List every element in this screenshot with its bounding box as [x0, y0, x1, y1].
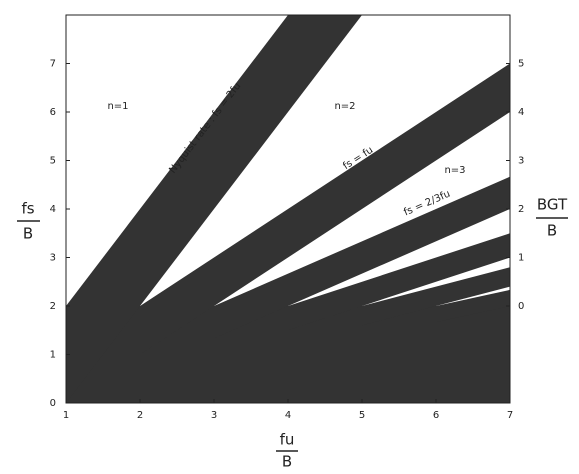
x-tick-label: 1 [63, 410, 69, 421]
y-label-numerator: fs [21, 200, 34, 218]
y2-tick-label: 0 [518, 301, 524, 312]
forbidden-region [214, 176, 510, 339]
y-tick-label: 6 [50, 107, 56, 118]
x-tick-label: 5 [359, 410, 365, 421]
x-tick-label: 4 [285, 410, 291, 421]
y2-tick-label: 3 [518, 156, 524, 167]
y-tick-label: 2 [50, 301, 56, 312]
y2-label-numerator: BGT [537, 196, 568, 214]
y-tick-label: 5 [50, 156, 56, 167]
forbidden-region [436, 289, 510, 323]
x-tick-label: 7 [507, 410, 513, 421]
y-tick-label: 4 [50, 204, 56, 215]
y-label-denominator: B [23, 225, 33, 243]
y2-tick-label: 1 [518, 253, 524, 264]
y2-tick-label: 4 [518, 107, 524, 118]
annotation: n=1 [107, 101, 128, 112]
annotation: n=3 [444, 165, 465, 176]
x-tick-label: 6 [433, 410, 439, 421]
x-label-numerator: fu [280, 431, 295, 449]
forbidden-region [140, 63, 510, 355]
annotation: n=2 [334, 101, 355, 112]
y2-label-denominator: B [547, 222, 557, 240]
y-tick-label: 3 [50, 253, 56, 264]
x-label-denominator: B [282, 453, 292, 471]
y2-tick-label: 2 [518, 204, 524, 215]
y-tick-label: 7 [50, 59, 56, 70]
x-tick-label: 3 [211, 410, 217, 421]
y-tick-label: 1 [50, 350, 56, 361]
forbidden-region [288, 233, 510, 331]
forbidden-region [362, 267, 510, 326]
y2-tick-label: 5 [518, 59, 524, 70]
y-tick-label: 0 [50, 398, 56, 409]
x-tick-label: 2 [137, 410, 143, 421]
